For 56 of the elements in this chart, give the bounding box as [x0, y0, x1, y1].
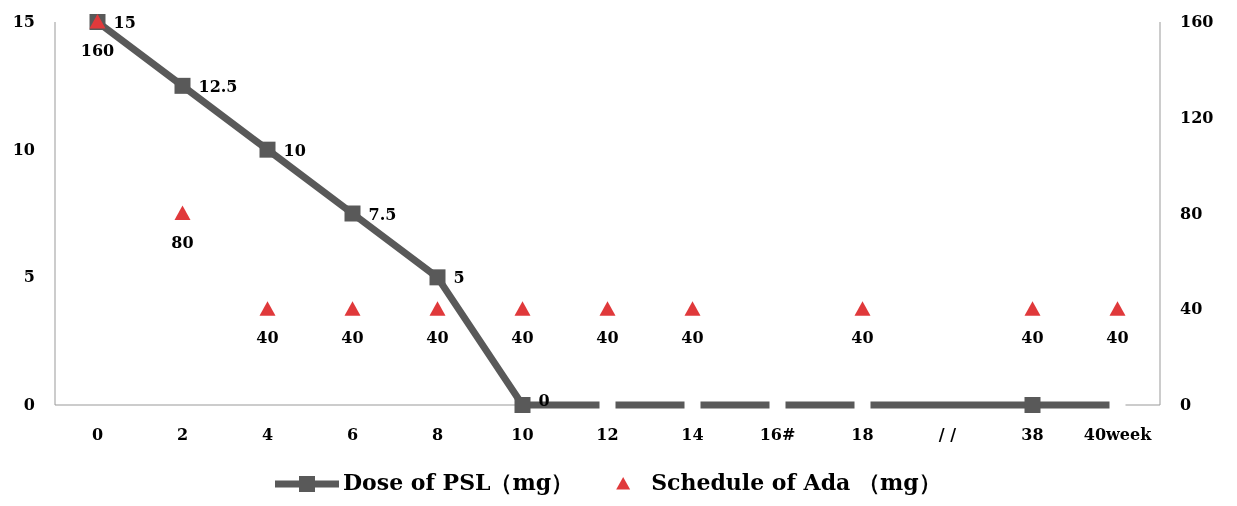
y-tick-label: 5 — [23, 267, 35, 287]
point — [514, 301, 531, 316]
point — [174, 205, 191, 220]
x-tick-label: 16# — [759, 425, 796, 444]
point — [174, 77, 191, 94]
point — [344, 301, 361, 316]
data-label: 40 — [1106, 328, 1129, 348]
data-label: 40 — [256, 328, 279, 348]
y2-tick-label: 160 — [1180, 12, 1214, 31]
data-label: 40 — [426, 328, 449, 348]
data-label: 7.5 — [368, 204, 397, 224]
y-tick-label: 10 — [12, 139, 35, 159]
data-label: 12.5 — [198, 76, 238, 96]
y2-tick-label: 0 — [1180, 395, 1192, 414]
data-label: 40 — [1021, 328, 1044, 348]
data-label: 40 — [596, 328, 619, 348]
data-label: 40 — [341, 328, 364, 348]
point — [599, 301, 616, 316]
point — [1024, 301, 1041, 316]
data-label: 5 — [453, 268, 465, 288]
x-tick-label: 0 — [91, 425, 104, 444]
data-label: 80 — [171, 232, 194, 252]
y2-tick-label: 40 — [1180, 299, 1203, 319]
point — [259, 301, 276, 316]
x-tick-label: 10 — [511, 425, 534, 444]
x-tick-label: / / — [938, 425, 957, 444]
legend-label: Schedule of Ada （mg） — [651, 469, 941, 495]
x-tick-label: 18 — [851, 425, 874, 444]
x-tick-label: 14 — [681, 425, 704, 444]
data-label: 160 — [80, 41, 115, 60]
y-tick-label: 15 — [12, 12, 35, 31]
x-tick-label: 12 — [596, 425, 619, 444]
y2-tick-label: 80 — [1180, 203, 1203, 223]
x-tick-label: 4 — [261, 425, 274, 444]
legend-label: Dose of PSL（mg） — [343, 469, 574, 495]
point — [429, 269, 446, 286]
point — [429, 301, 446, 316]
point — [259, 141, 276, 158]
x-tick-label: 6 — [346, 425, 359, 444]
x-tick-label: 38 — [1021, 425, 1044, 444]
point — [854, 301, 871, 316]
point — [684, 301, 701, 316]
data-label: 10 — [283, 140, 306, 160]
y-tick-label: 0 — [23, 395, 35, 414]
point — [344, 205, 361, 222]
data-label: 40 — [511, 328, 534, 348]
point — [1109, 301, 1126, 316]
point — [514, 397, 531, 413]
point — [1024, 397, 1041, 413]
x-tick-label: 8 — [431, 425, 444, 444]
y2-tick-label: 120 — [1180, 107, 1214, 127]
data-label: 40 — [851, 328, 874, 348]
data-label: 40 — [681, 328, 704, 348]
x-tick-label: 2 — [176, 425, 189, 444]
data-label: 15 — [113, 13, 136, 32]
x-tick-label: 40week — [1083, 425, 1153, 444]
